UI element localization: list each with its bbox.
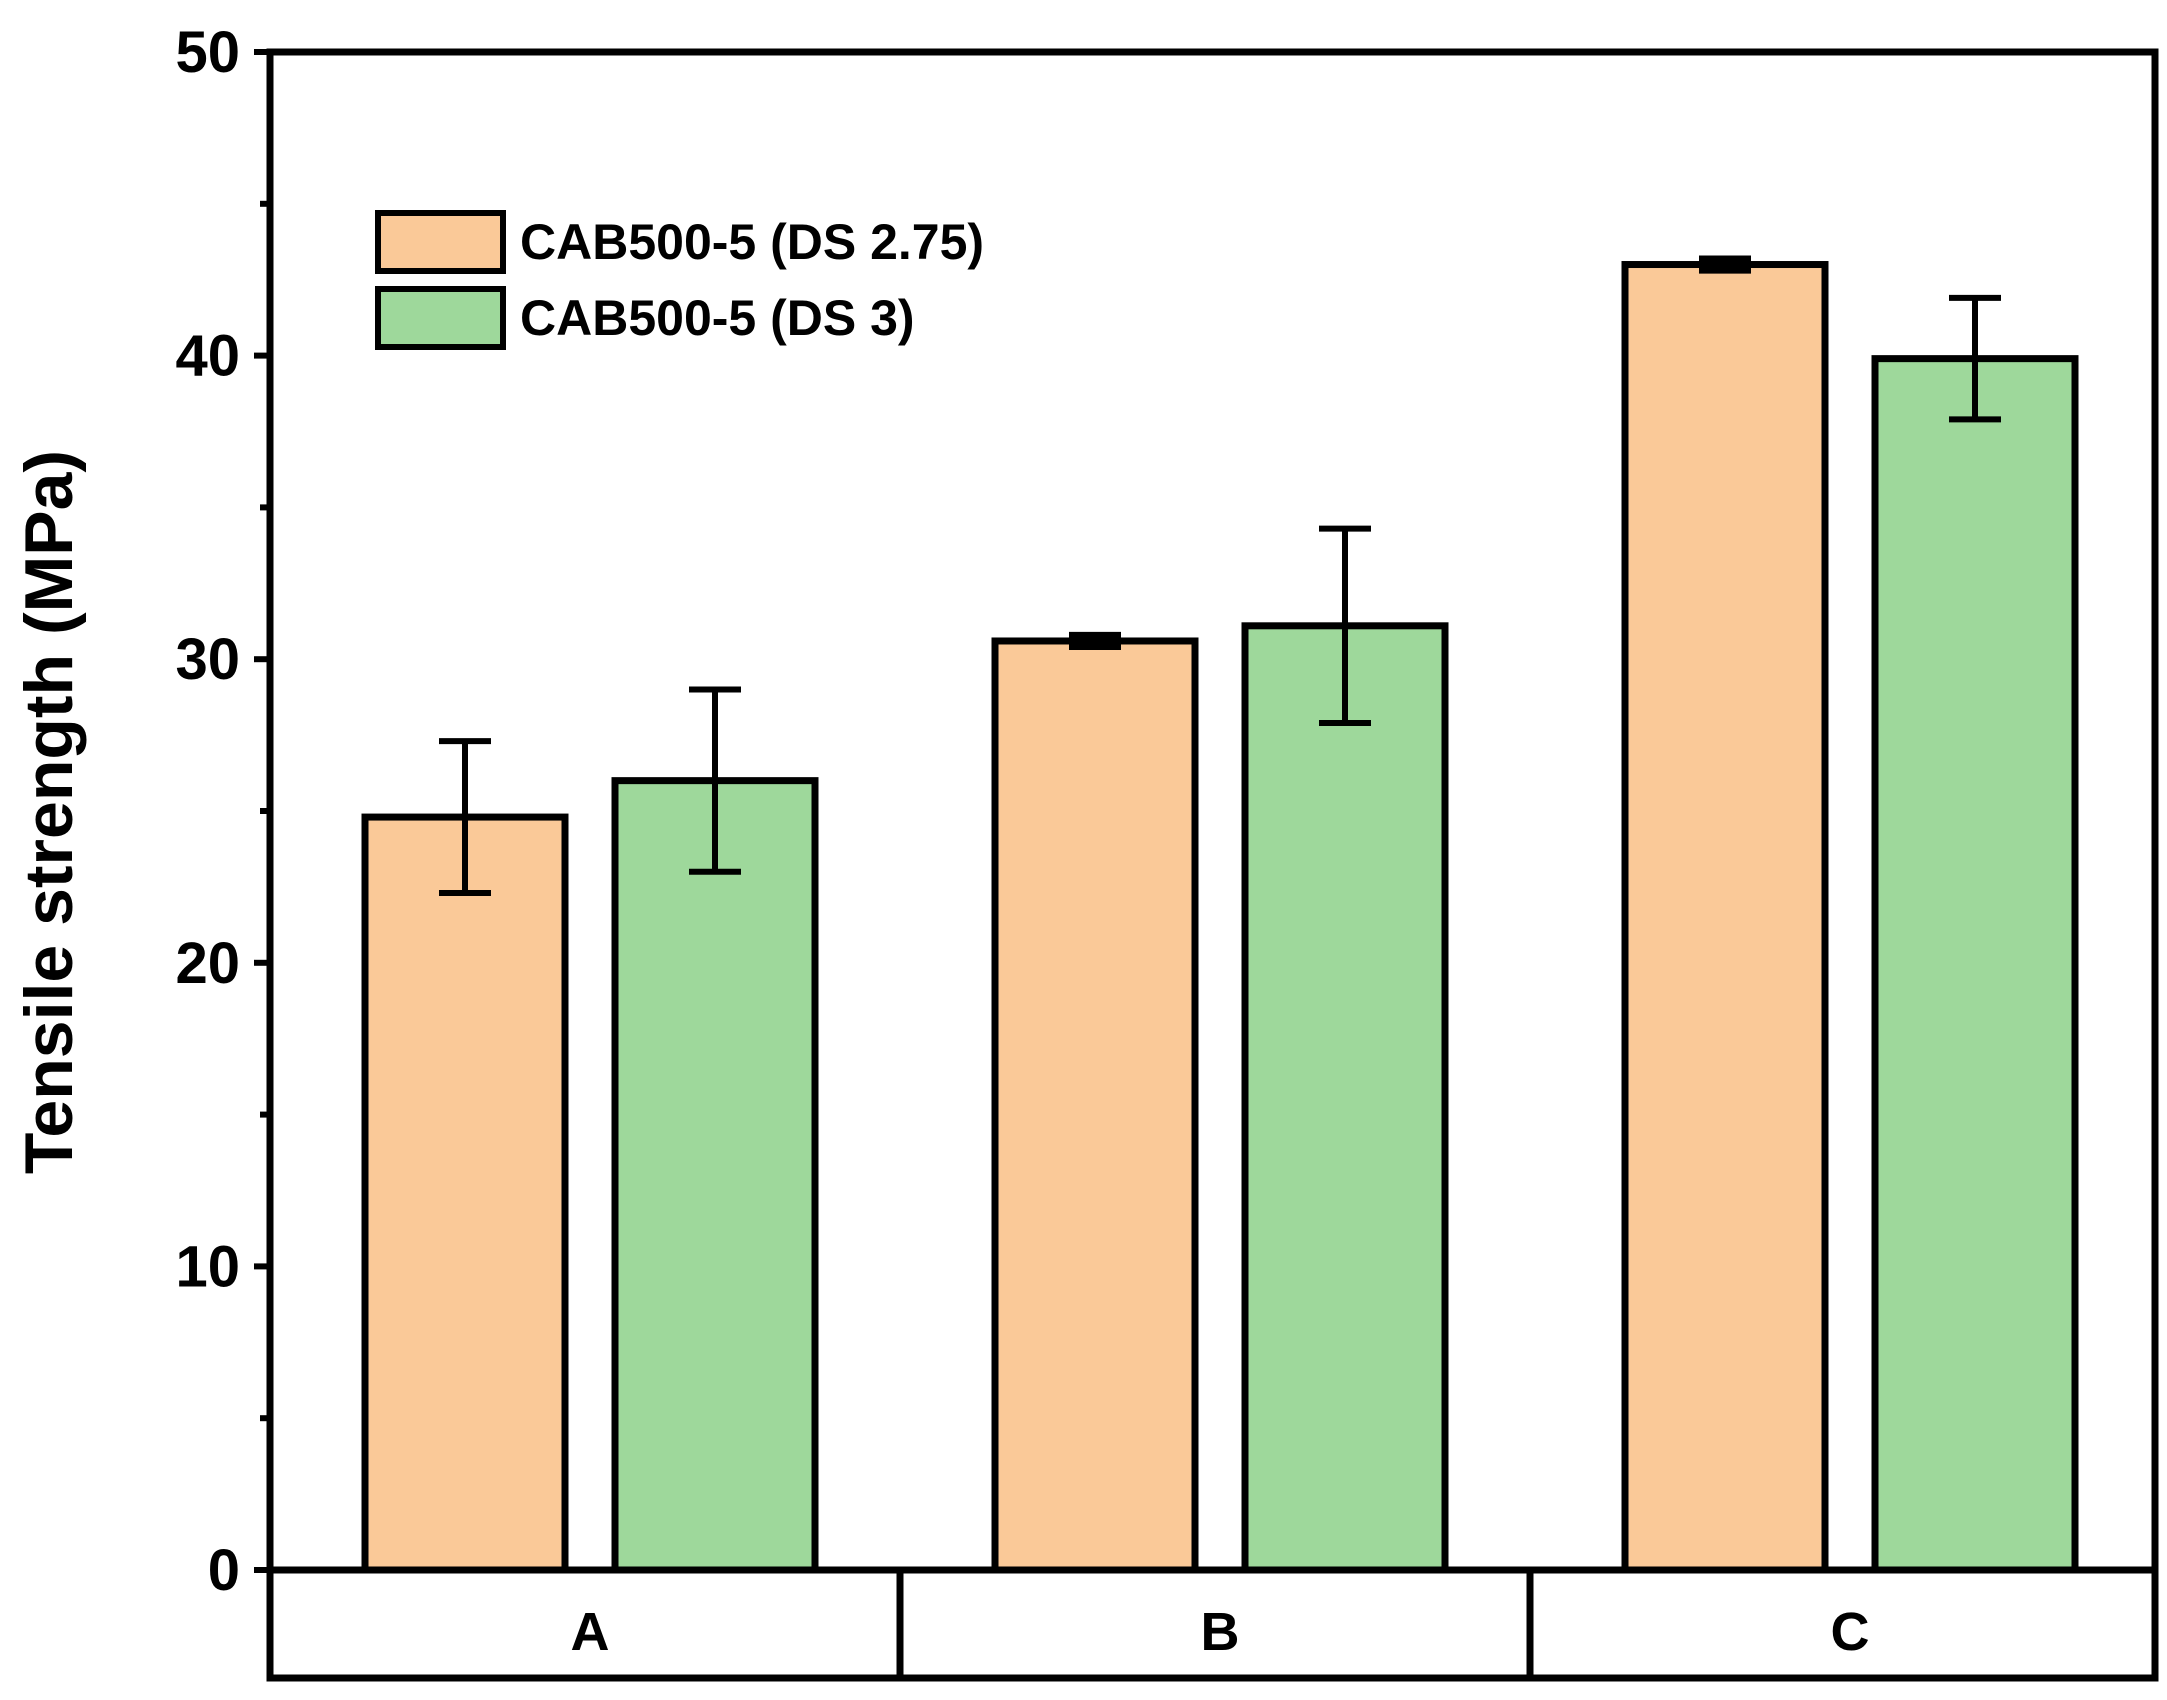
- bar-b-series-2: [1241, 622, 1449, 1574]
- y-tick-label-20: 20: [175, 931, 240, 996]
- y-tick-label-10: 10: [175, 1234, 240, 1299]
- legend-swatch: [375, 210, 506, 274]
- y-tick-label-30: 30: [175, 627, 240, 692]
- legend-swatch: [375, 286, 506, 350]
- legend-item-2: CAB500-5 (DS 3): [375, 286, 915, 350]
- y-axis-title: Tensile strength (MPa): [11, 450, 87, 1174]
- y-tick-label-50: 50: [175, 20, 240, 85]
- legend-label: CAB500-5 (DS 3): [520, 290, 915, 346]
- error-bar-b-series-2: [1319, 525, 1371, 726]
- bar-a-series-2: [611, 777, 819, 1574]
- axes-layer: [254, 48, 2159, 1682]
- category-label-b: B: [1201, 1602, 1240, 1662]
- legend: CAB500-5 (DS 2.75) CAB500-5 (DS 3): [375, 210, 984, 350]
- error-bar-c-series-2: [1949, 294, 2001, 423]
- labels-layer: A B C 0 10 20 30 40 50: [175, 20, 1869, 1662]
- error-bar-b-series-1: [1069, 631, 1121, 651]
- bar-a-series-1: [361, 813, 569, 1574]
- error-bars-layer: [439, 255, 2001, 896]
- legend-label: CAB500-5 (DS 2.75): [520, 214, 984, 270]
- error-bar-c-series-1: [1699, 255, 1751, 274]
- error-bar-a-series-2: [689, 686, 741, 875]
- category-box-frame: [266, 1566, 2159, 1682]
- bar-b-series-1: [991, 637, 1199, 1574]
- y-tick-label-40: 40: [175, 324, 240, 389]
- category-label-a: A: [571, 1602, 610, 1662]
- bars-layer: [361, 261, 2079, 1574]
- category-label-c: C: [1831, 1602, 1870, 1662]
- legend-item-1: CAB500-5 (DS 2.75): [375, 210, 984, 274]
- bar-c-series-1: [1621, 261, 1829, 1574]
- bar-c-series-2: [1871, 355, 2079, 1574]
- error-bar-a-series-1: [439, 738, 491, 896]
- y-tick-label-0: 0: [208, 1538, 240, 1603]
